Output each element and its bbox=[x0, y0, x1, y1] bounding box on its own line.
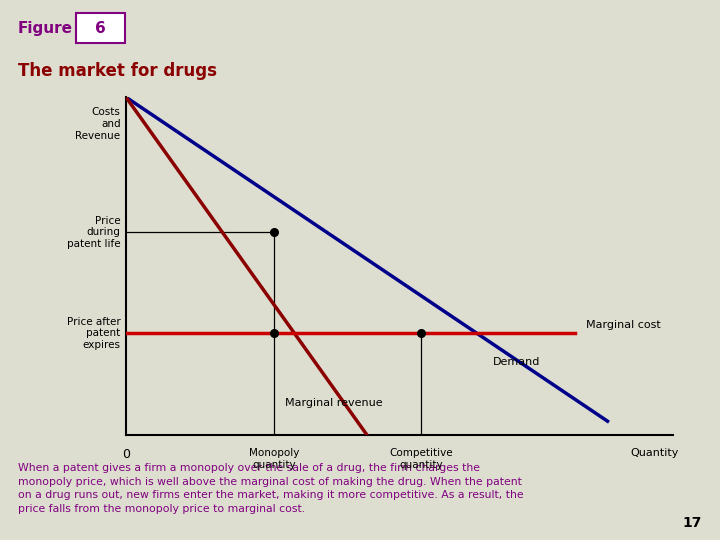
Text: 6: 6 bbox=[95, 21, 105, 36]
Text: Price
during
patent life: Price during patent life bbox=[67, 215, 120, 249]
Text: Costs
and
Revenue: Costs and Revenue bbox=[76, 107, 120, 140]
Text: Demand: Demand bbox=[492, 357, 540, 367]
Text: When a patent gives a firm a monopoly over the sale of a drug, the firm charges : When a patent gives a firm a monopoly ov… bbox=[18, 463, 523, 514]
Text: Competitive
quantity: Competitive quantity bbox=[390, 448, 454, 470]
Text: Marginal revenue: Marginal revenue bbox=[284, 397, 382, 408]
Text: 0: 0 bbox=[122, 448, 130, 461]
Text: Figure: Figure bbox=[18, 21, 73, 36]
Text: Monopoly
quantity: Monopoly quantity bbox=[248, 448, 299, 470]
FancyBboxPatch shape bbox=[76, 14, 125, 43]
Text: Marginal cost: Marginal cost bbox=[585, 320, 660, 330]
Text: Quantity: Quantity bbox=[630, 448, 679, 458]
Text: The market for drugs: The market for drugs bbox=[18, 62, 217, 80]
Text: 17: 17 bbox=[683, 516, 702, 530]
Text: Price after
patent
expires: Price after patent expires bbox=[67, 317, 120, 350]
